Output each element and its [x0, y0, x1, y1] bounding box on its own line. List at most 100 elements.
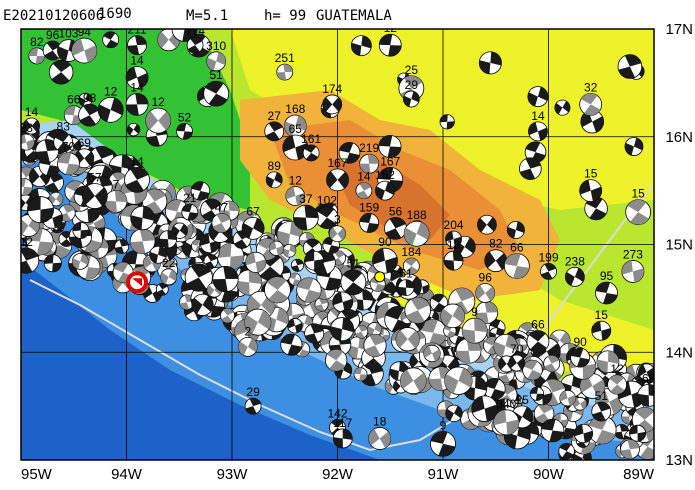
event-overprint: 1690	[98, 6, 132, 22]
event-depth-label: 95	[600, 269, 614, 283]
event-depth-label: 89	[268, 159, 282, 173]
focal-mechanism	[522, 359, 543, 381]
labeled-focal-mechanism	[570, 347, 591, 368]
event-depth-label: 14	[531, 109, 545, 123]
labeled-focal-mechanism	[657, 415, 682, 440]
event-depth-label: 9	[471, 305, 478, 319]
focal-mechanism	[638, 363, 654, 381]
peak-brown	[330, 160, 450, 240]
focal-mechanism	[276, 220, 303, 248]
green-lowland	[21, 29, 250, 210]
focal-mechanism	[478, 51, 502, 75]
focal-mechanism	[453, 235, 476, 258]
longitude-tick-label: 95W	[21, 466, 53, 483]
event-depth-label: 167	[327, 156, 347, 170]
event-depth-label: 69	[78, 136, 92, 150]
focal-mechanism	[429, 293, 449, 313]
event-depth-label: 7	[113, 177, 120, 191]
labeled-focal-mechanism	[403, 220, 430, 247]
labeled-focal-mechanism	[579, 93, 603, 116]
focal-mechanism	[350, 35, 372, 57]
event-depth-label: 168	[285, 102, 305, 116]
depth: h= 99	[264, 8, 306, 24]
labeled-focal-mechanism	[23, 117, 40, 135]
focal-mechanism	[483, 377, 506, 400]
focal-mechanism	[506, 220, 525, 239]
focal-mechanism	[367, 322, 382, 337]
event-depth-label: 162	[375, 168, 395, 182]
labeled-focal-mechanism	[265, 171, 283, 189]
labeled-focal-mechanism	[540, 263, 557, 280]
labeled-focal-mechanism	[104, 189, 128, 213]
magnitude: M=5.1	[186, 8, 228, 24]
event-depth-label: 25	[515, 393, 529, 407]
latitude-tick-label: 15N	[665, 237, 693, 254]
event-depth-label: 65	[289, 122, 303, 136]
focal-mechanisms-layer: 82 96 103 94 121 211 1161621743101451251174122…	[20, 21, 695, 460]
event-depth-label: 9	[440, 418, 447, 432]
event-depth-label: 15	[690, 327, 695, 341]
focal-mechanism	[43, 254, 62, 273]
event-depth-label: 219	[359, 141, 379, 155]
event-depth-label: 2	[244, 324, 251, 338]
labeled-focal-mechanism	[591, 320, 612, 341]
focal-mechanism	[21, 178, 33, 196]
event-depth-label: 14	[130, 154, 144, 168]
event-depth-label: 98	[83, 91, 97, 105]
labeled-focal-mechanism	[21, 133, 35, 151]
focal-mechanism	[440, 303, 465, 329]
labeled-focal-mechanism	[302, 144, 320, 162]
focal-mechanism	[129, 228, 156, 255]
map-frame	[20, 28, 655, 461]
labeled-focal-mechanism	[625, 199, 652, 226]
longitude-labels: 95W 94W 93W 92W 91W 90W 89W	[21, 466, 655, 483]
focal-mechanism	[184, 263, 213, 292]
focal-mechanism	[354, 324, 369, 339]
event-depth-label: 103	[58, 27, 78, 41]
focal-mechanism	[282, 243, 297, 258]
event-depth-label: 174	[185, 24, 205, 38]
labeled-focal-mechanism	[160, 268, 178, 286]
focal-mechanism	[475, 301, 499, 325]
labeled-focal-mechanism	[493, 409, 520, 436]
event-depth-label: 66	[510, 241, 524, 255]
focal-mechanism	[439, 114, 455, 130]
focal-mechanism	[71, 253, 89, 270]
longitude-tick-label: 92W	[322, 466, 354, 483]
labeled-focal-mechanism	[71, 37, 98, 64]
event-depth-label: 66	[658, 391, 672, 405]
labeled-focal-mechanism	[78, 103, 101, 127]
event-depth-label: 340	[496, 397, 516, 411]
labeled-focal-mechanism	[443, 250, 464, 271]
focal-mechanism	[543, 355, 561, 373]
event-depth-label: 14	[357, 170, 371, 184]
focal-mechanism	[330, 317, 355, 342]
focal-mechanism	[596, 350, 620, 374]
labeled-focal-mechanism	[237, 336, 258, 357]
labeled-focal-mechanism	[359, 213, 380, 233]
focal-mechanism	[629, 424, 647, 442]
focal-mechanism	[399, 367, 427, 395]
event-depth-label: 29	[405, 78, 419, 92]
event-depth-label: 12	[384, 21, 398, 35]
focal-mechanism	[72, 222, 90, 239]
labeled-focal-mechanism	[186, 36, 204, 54]
event-depth-label: 66	[531, 317, 545, 331]
latitude-tick-label: 16N	[665, 129, 693, 146]
event-depth-label: 66	[67, 93, 81, 107]
event-depth-label: 12	[610, 362, 624, 376]
focal-mechanism	[27, 196, 54, 224]
event-depth-label: 310	[206, 39, 226, 53]
focal-mechanism	[191, 293, 214, 316]
labeled-focal-mechanism	[322, 94, 343, 115]
event-depth-label: 211	[127, 23, 146, 37]
event-depth-label: 37	[299, 192, 313, 206]
focal-mechanism	[519, 157, 542, 180]
focal-mechanism	[624, 137, 644, 156]
labeled-focal-mechanism	[42, 40, 63, 61]
focal-mechanism	[395, 327, 420, 352]
event-depth-label: 3	[334, 213, 341, 227]
focal-mechanism	[290, 258, 305, 272]
event-depth-label: 12	[20, 235, 34, 249]
focal-mechanism	[324, 349, 348, 372]
